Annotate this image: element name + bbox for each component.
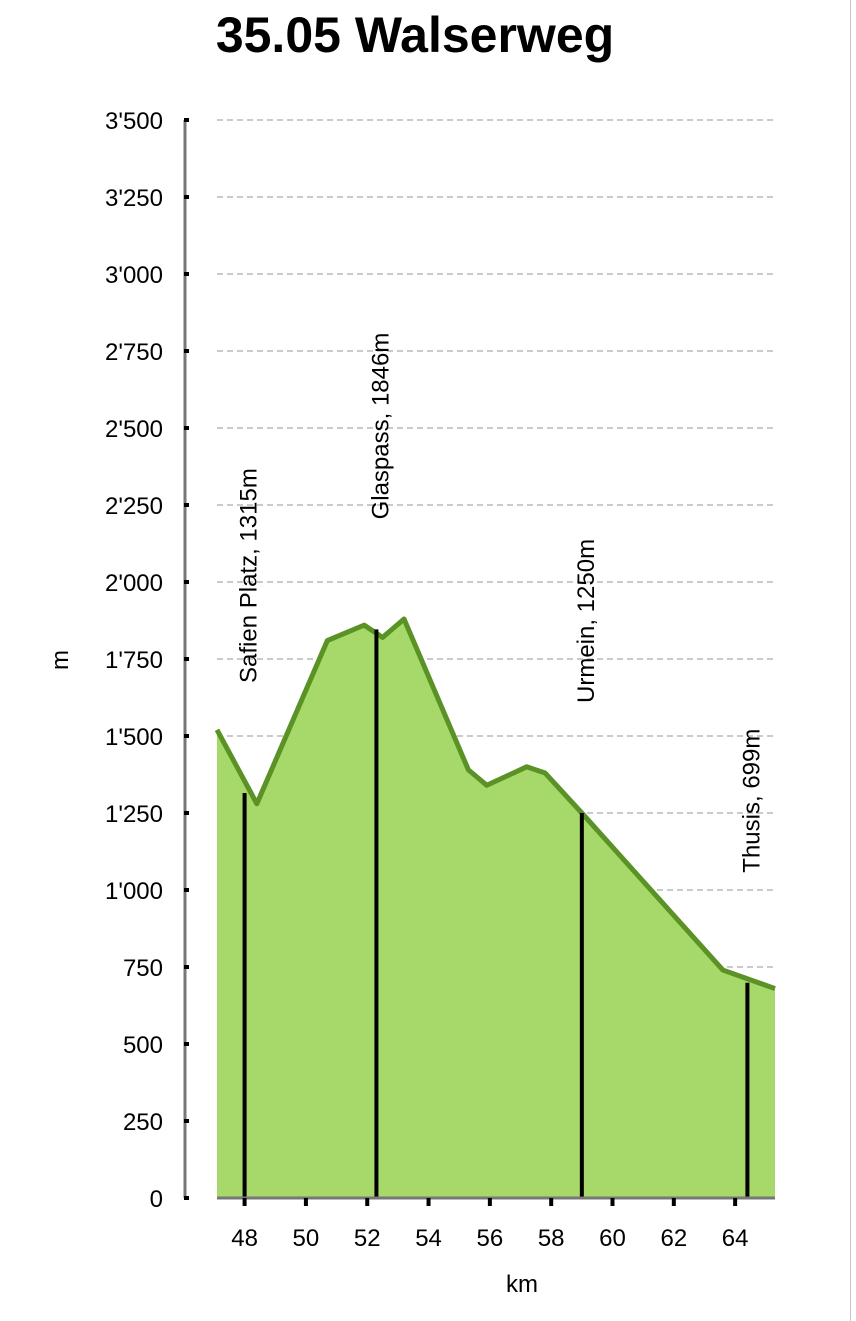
- x-axis-label: km: [506, 1271, 538, 1298]
- y-tick-label: 3'250: [105, 185, 163, 212]
- x-tick-label: 64: [722, 1225, 749, 1252]
- x-tick-label: 50: [293, 1225, 320, 1252]
- y-tick-label: 2'750: [105, 339, 163, 366]
- axes: 0 250 500 750 1'000 1'250 1'500 1'750 2'000 2'250…: [105, 108, 775, 1252]
- x-tick-label: 54: [415, 1225, 442, 1252]
- frame-border: [850, 0, 851, 1321]
- y-tick-label: 0: [150, 1186, 163, 1213]
- y-tick-label: 250: [123, 1109, 163, 1136]
- y-tick-label: 1'500: [105, 724, 163, 751]
- page-title: 35.05 Walserweg: [215, 7, 615, 63]
- y-tick-label: 2'500: [105, 416, 163, 443]
- elevation-area: [214, 616, 776, 1198]
- y-tick-label: 500: [123, 1032, 163, 1059]
- x-tick-label: 48: [231, 1225, 258, 1252]
- x-tick-label: 62: [660, 1225, 687, 1252]
- waypoint-label: Glaspass, 1846m: [367, 333, 394, 520]
- waypoint-label: Urmein, 1250m: [573, 539, 600, 703]
- y-tick-label: 2'250: [105, 493, 163, 520]
- x-tick-label: 56: [477, 1225, 504, 1252]
- y-tick-label: 1'750: [105, 647, 163, 674]
- y-tick-label: 2'000: [105, 570, 163, 597]
- y-tick-label: 3'500: [105, 108, 163, 135]
- y-tick-label: 750: [123, 955, 163, 982]
- elevation-fill: [217, 618, 775, 1198]
- y-tick-label: 1'250: [105, 801, 163, 828]
- waypoint-label: Safien Platz, 1315m: [236, 468, 263, 683]
- x-tick-label: 60: [599, 1225, 626, 1252]
- waypoint-markers: Safien Platz, 1315m Glaspass, 1846m Urmein…: [236, 333, 765, 1198]
- y-tick-label: 1'000: [105, 878, 163, 905]
- x-tick-label: 58: [538, 1225, 565, 1252]
- x-tick-label: 52: [354, 1225, 381, 1252]
- waypoint-label: Thusis, 699m: [738, 729, 765, 873]
- y-tick-label: 3'000: [105, 262, 163, 289]
- y-axis-label: m: [47, 650, 74, 670]
